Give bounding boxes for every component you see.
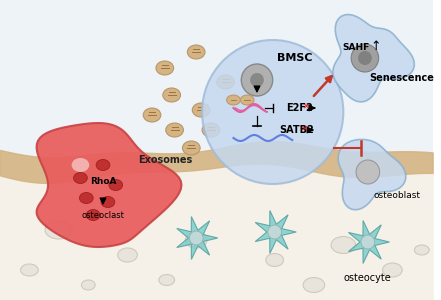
Ellipse shape (21, 264, 38, 276)
Ellipse shape (109, 179, 123, 191)
Text: ✕: ✕ (301, 124, 307, 133)
Text: SATB2: SATB2 (280, 125, 314, 135)
Ellipse shape (240, 95, 254, 105)
Ellipse shape (74, 172, 87, 184)
Ellipse shape (192, 103, 210, 117)
Ellipse shape (183, 141, 200, 155)
Ellipse shape (217, 75, 235, 89)
Ellipse shape (71, 158, 89, 172)
Ellipse shape (163, 88, 180, 102)
Ellipse shape (331, 236, 355, 254)
Text: ✕: ✕ (303, 101, 310, 110)
Ellipse shape (187, 45, 205, 59)
Ellipse shape (82, 280, 95, 290)
Ellipse shape (96, 160, 110, 170)
Ellipse shape (45, 221, 73, 239)
Ellipse shape (202, 123, 220, 137)
Polygon shape (348, 220, 389, 263)
Circle shape (358, 51, 372, 65)
Ellipse shape (415, 245, 429, 255)
Polygon shape (255, 211, 296, 254)
Circle shape (241, 64, 273, 96)
Ellipse shape (227, 95, 240, 105)
Ellipse shape (156, 61, 174, 75)
Ellipse shape (159, 274, 175, 286)
Text: BMSC: BMSC (277, 53, 312, 63)
Ellipse shape (118, 248, 137, 262)
Ellipse shape (86, 209, 100, 220)
Text: RhoA: RhoA (90, 178, 116, 187)
Text: Senescence: Senescence (370, 73, 435, 83)
Circle shape (250, 73, 264, 87)
Polygon shape (37, 123, 181, 247)
Circle shape (189, 231, 203, 245)
Text: SAHF: SAHF (343, 44, 370, 52)
Ellipse shape (101, 196, 115, 208)
Circle shape (356, 160, 380, 184)
Polygon shape (177, 217, 218, 260)
Ellipse shape (185, 232, 207, 248)
Text: Exosomes: Exosomes (138, 155, 192, 165)
Ellipse shape (166, 123, 183, 137)
Text: E2F2: E2F2 (287, 103, 313, 113)
Polygon shape (333, 14, 414, 102)
Ellipse shape (79, 193, 93, 203)
Ellipse shape (382, 263, 402, 277)
Circle shape (268, 225, 281, 239)
Ellipse shape (266, 254, 284, 266)
Text: ↑: ↑ (370, 40, 381, 53)
Text: osteoclast: osteoclast (82, 212, 124, 220)
Circle shape (202, 40, 344, 184)
Polygon shape (338, 140, 406, 210)
Text: osteoblast: osteoblast (374, 190, 421, 200)
Circle shape (361, 235, 375, 249)
Ellipse shape (303, 278, 325, 292)
Text: osteocyte: osteocyte (344, 273, 392, 283)
Circle shape (351, 44, 379, 72)
Ellipse shape (143, 108, 161, 122)
